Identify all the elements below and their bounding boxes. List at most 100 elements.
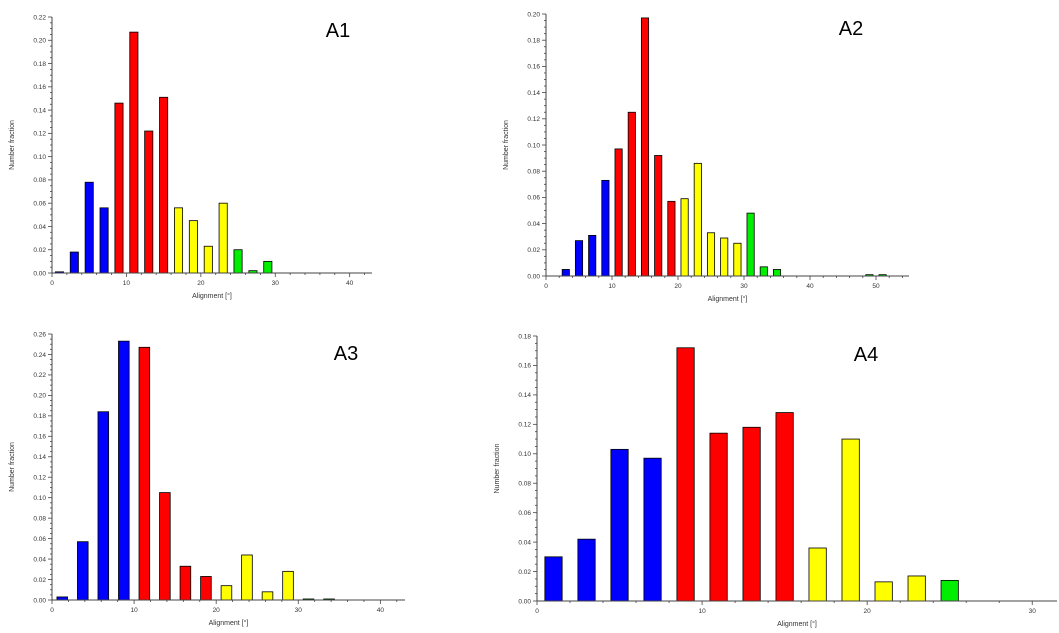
x-tick-label: 20 bbox=[674, 283, 682, 290]
x-axis-title: Alignment [°] bbox=[777, 620, 817, 628]
bar-a3-11 bbox=[282, 570, 294, 601]
bar-a3-5 bbox=[159, 492, 171, 601]
bar-a2-2 bbox=[588, 234, 597, 277]
x-tick-label: 0 bbox=[535, 608, 539, 615]
bar-a1-14 bbox=[263, 260, 273, 274]
y-tick-label: 0.06 bbox=[527, 195, 540, 202]
bar-a3-9 bbox=[241, 554, 253, 601]
y-tick-label: 0.00 bbox=[33, 270, 46, 277]
x-tick-label: 10 bbox=[130, 607, 138, 614]
bar-a2-14 bbox=[746, 212, 755, 277]
chart-a4-svg: 0.00 0.02 0.04 0.06 0.08 0.10 0.12 0.14 0.16 0.18… bbox=[494, 333, 1057, 628]
y-tick-label: 0.12 bbox=[33, 475, 46, 482]
x-tick-label: 30 bbox=[740, 283, 748, 290]
panel-label: A1 bbox=[326, 20, 350, 42]
bar-a3-10 bbox=[261, 591, 274, 601]
chart-a2-svg: 0.00 0.02 0.04 0.06 0.08 0.10 0.12 0.14 0.16 0.18… bbox=[503, 11, 909, 303]
chart-panel-a4: 0.00 0.02 0.04 0.06 0.08 0.10 0.12 0.14 0.16 0.18… bbox=[494, 316, 1059, 633]
x-tick-label: 10 bbox=[698, 608, 706, 615]
bar-a1-3 bbox=[99, 207, 109, 274]
y-axis-title: Number fraction bbox=[494, 443, 501, 493]
bar-a1-11 bbox=[218, 202, 228, 274]
bar-a4-3 bbox=[643, 457, 662, 602]
chart-panel-a2: 0.00 0.02 0.04 0.06 0.08 0.10 0.12 0.14 0.16 0.18… bbox=[503, 0, 1059, 316]
bar-a2-11 bbox=[706, 232, 716, 277]
y-tick-label: 0.14 bbox=[518, 392, 531, 399]
x-tick-label: 30 bbox=[295, 607, 303, 614]
bar-a1-5 bbox=[129, 31, 139, 274]
y-tick-label: 0.12 bbox=[33, 131, 46, 138]
bar-a4-5 bbox=[709, 432, 728, 602]
bar-a2-15 bbox=[759, 266, 768, 277]
bar-a4-7 bbox=[775, 412, 794, 602]
bar-a1-6 bbox=[144, 130, 154, 274]
y-tick-label: 0.00 bbox=[33, 597, 46, 604]
y-tick-label: 0.08 bbox=[518, 481, 531, 488]
chart-a1-svg: 0.00 0.02 0.04 0.06 0.08 0.10 0.12 0.14 0.16 0.18… bbox=[9, 14, 372, 300]
bar-a2-16 bbox=[772, 269, 782, 277]
x-tick-label: 10 bbox=[123, 280, 131, 287]
y-tick-label: 0.04 bbox=[527, 221, 540, 228]
y-tick-label: 0.12 bbox=[518, 422, 531, 429]
bar-a1-8 bbox=[174, 207, 184, 274]
chart-plot-group: 0.00 0.02 0.04 0.06 0.08 0.10 0.12 0.14 0.16 0.18… bbox=[494, 333, 1057, 628]
y-tick-label: 0.08 bbox=[33, 515, 46, 522]
bar-a1-2 bbox=[84, 181, 94, 274]
x-tick-label: 0 bbox=[544, 283, 548, 290]
y-tick-label: 0.08 bbox=[527, 169, 540, 176]
bar-a4-11 bbox=[907, 575, 926, 602]
bar-a2-4 bbox=[614, 148, 623, 277]
bar-a1-12 bbox=[233, 249, 243, 274]
x-axis-title: Alignment [°] bbox=[192, 292, 232, 300]
panel-label: A2 bbox=[839, 18, 863, 40]
chart-plot-group: 0.00 0.02 0.04 0.06 0.08 0.10 0.12 0.14 0.16 0.18… bbox=[503, 11, 909, 303]
y-tick-label: 0.02 bbox=[33, 577, 46, 584]
bar-a1-4 bbox=[114, 102, 124, 274]
y-tick-label: 0.22 bbox=[33, 14, 46, 21]
y-tick-label: 0.02 bbox=[518, 569, 531, 576]
x-axis-title: Alignment [°] bbox=[708, 295, 748, 303]
y-tick-label: 0.00 bbox=[518, 598, 531, 605]
x-tick-label: 0 bbox=[50, 280, 54, 287]
y-tick-label: 0.06 bbox=[33, 200, 46, 207]
bar-a4-9 bbox=[841, 438, 860, 602]
y-tick-label: 0.16 bbox=[33, 434, 46, 441]
x-tick-label: 30 bbox=[272, 280, 280, 287]
bar-a2-13 bbox=[733, 242, 742, 277]
y-tick-label: 0.14 bbox=[33, 454, 46, 461]
bar-a3-7 bbox=[200, 576, 212, 601]
y-tick-label: 0.00 bbox=[527, 273, 540, 280]
y-tick-label: 0.04 bbox=[518, 539, 531, 546]
x-tick-label: 20 bbox=[213, 607, 221, 614]
bar-a2-9 bbox=[680, 198, 689, 277]
y-tick-label: 0.26 bbox=[33, 331, 46, 338]
bar-a4-2 bbox=[610, 448, 629, 602]
x-axis-title: Alignment [°] bbox=[209, 619, 249, 627]
y-tick-label: 0.04 bbox=[33, 556, 46, 563]
y-tick-label: 0.06 bbox=[518, 510, 531, 517]
bar-a3-1 bbox=[77, 541, 89, 601]
x-tick-label: 30 bbox=[1029, 608, 1037, 615]
bar-a3-3 bbox=[118, 340, 130, 601]
bar-a3-8 bbox=[220, 585, 233, 601]
bar-a2-3 bbox=[601, 179, 610, 277]
y-tick-label: 0.16 bbox=[527, 64, 540, 71]
y-axis-title: Number fraction bbox=[9, 120, 16, 170]
chart-plot-group: 0.00 0.02 0.04 0.06 0.08 0.10 0.12 0.14 0.16 0.18… bbox=[9, 331, 405, 627]
y-tick-label: 0.04 bbox=[33, 224, 46, 231]
x-tick-label: 0 bbox=[50, 607, 54, 614]
y-tick-label: 0.18 bbox=[33, 413, 46, 420]
y-tick-label: 0.10 bbox=[33, 495, 46, 502]
bar-a4-6 bbox=[742, 426, 761, 602]
x-tick-label: 40 bbox=[346, 280, 354, 287]
chart-a3-svg: 0.00 0.02 0.04 0.06 0.08 0.10 0.12 0.14 0.16 0.18… bbox=[9, 331, 405, 627]
y-tick-label: 0.18 bbox=[33, 61, 46, 68]
panel-label: A4 bbox=[854, 344, 878, 366]
y-tick-label: 0.20 bbox=[33, 393, 46, 400]
y-axis-title: Number fraction bbox=[503, 120, 510, 170]
bar-a2-0 bbox=[561, 269, 570, 277]
bar-a4-12 bbox=[940, 579, 959, 602]
x-tick-label: 20 bbox=[864, 608, 872, 615]
chart-plot-group: 0.00 0.02 0.04 0.06 0.08 0.10 0.12 0.14 0.16 0.18… bbox=[9, 14, 372, 300]
x-tick-label: 50 bbox=[872, 283, 880, 290]
